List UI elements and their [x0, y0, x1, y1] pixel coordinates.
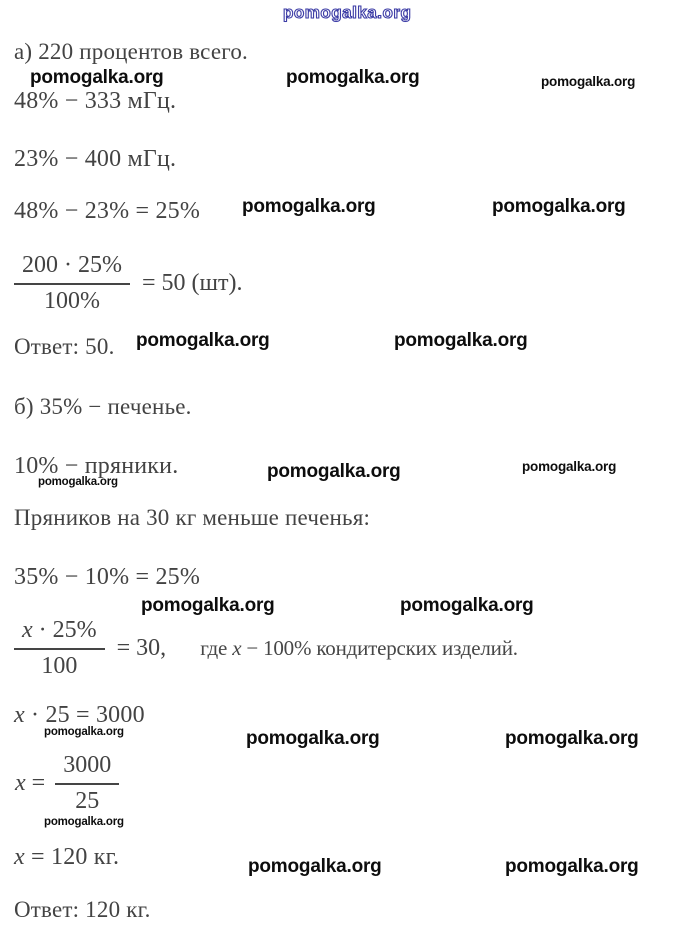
fraction: 200 · 25% 100% — [14, 252, 130, 315]
variable-x: x — [14, 702, 25, 728]
watermark: pomogalka.org — [400, 595, 534, 616]
part-b-equation: x · 25% 100 = 30, где x − 100% кондитерс… — [14, 617, 518, 680]
watermark: pomogalka.org — [394, 330, 528, 351]
watermark: pomogalka.org — [286, 67, 420, 88]
part-b-result: x = 120 кг. — [14, 843, 119, 872]
fraction: x · 25% 100 — [14, 617, 105, 680]
fraction-denominator: 100% — [43, 288, 100, 314]
multiplication-rest: · 25 = 3000 — [24, 702, 145, 728]
variable-x: x — [232, 636, 242, 660]
part-b-given-gingerbread: 10% − пряники. — [14, 453, 179, 479]
part-a-line-23: 23% − 400 мГц. — [14, 146, 177, 172]
part-b-multiplication: x · 25 = 3000 — [14, 701, 145, 730]
note-pre: где — [200, 636, 233, 660]
fraction-numerator: x · 25% — [14, 617, 105, 650]
part-a-line-48: 48% − 333 мГц. — [14, 88, 177, 114]
part-a-diff: 48% − 23% = 25% — [14, 198, 201, 224]
part-a-equation: 200 · 25% 100% = 50 (шт). — [14, 252, 242, 315]
watermark: pomogalka.org — [38, 476, 118, 488]
numerator-rest: · 25% — [32, 617, 97, 643]
part-b-answer: Ответ: 120 кг. — [14, 897, 151, 922]
watermark: pomogalka.org — [44, 816, 124, 828]
watermark: pomogalka.org — [505, 728, 639, 749]
part-b-condition: Пряников на 30 кг меньше печенья: — [14, 505, 371, 530]
watermark: pomogalka.org — [246, 728, 380, 749]
fraction: 3000 25 — [55, 752, 120, 815]
watermark: pomogalka.org — [242, 196, 376, 217]
part-b-given-cookies: б) 35% − печенье. — [14, 394, 192, 419]
watermark: pomogalka.org — [141, 595, 275, 616]
watermark: pomogalka.org — [248, 856, 382, 877]
watermark: pomogalka.org — [505, 856, 639, 877]
watermark: pomogalka.org — [136, 330, 270, 351]
part-a-answer: Ответ: 50. — [14, 334, 115, 359]
fraction-numerator: 3000 — [55, 752, 120, 785]
watermark: pomogalka.org — [30, 67, 164, 88]
watermark: pomogalka.org — [541, 74, 636, 89]
equation-note: где x − 100% кондитерских изделий. — [200, 636, 518, 661]
fraction-lhs: x = — [15, 770, 45, 797]
part-b-diff: 35% − 10% = 25% — [14, 564, 201, 590]
fraction-numerator: 200 · 25% — [14, 252, 130, 285]
fraction-result: = 50 (шт). — [141, 270, 243, 296]
fraction-denominator: 25 — [75, 788, 100, 814]
variable-x: x — [22, 617, 33, 643]
part-a-given: а) 220 процентов всего. — [14, 39, 248, 64]
part-b-solution-fraction: x = 3000 25 — [15, 752, 120, 815]
fraction-denominator: 100 — [41, 653, 78, 679]
watermark: pomogalka.org — [522, 459, 617, 474]
note-post: − 100% кондитерских изделий. — [241, 636, 518, 660]
result-rest: = 120 кг. — [24, 844, 120, 870]
watermark: pomogalka.org — [267, 461, 401, 482]
equals-sign: = — [25, 770, 46, 796]
variable-x: x — [15, 770, 26, 796]
watermark: pomogalka.org — [492, 196, 626, 217]
fraction-result: = 30, — [116, 635, 167, 661]
variable-x: x — [14, 844, 25, 870]
site-watermark-outline: pomogalka.org — [282, 2, 412, 22]
watermark: pomogalka.org — [44, 726, 124, 738]
